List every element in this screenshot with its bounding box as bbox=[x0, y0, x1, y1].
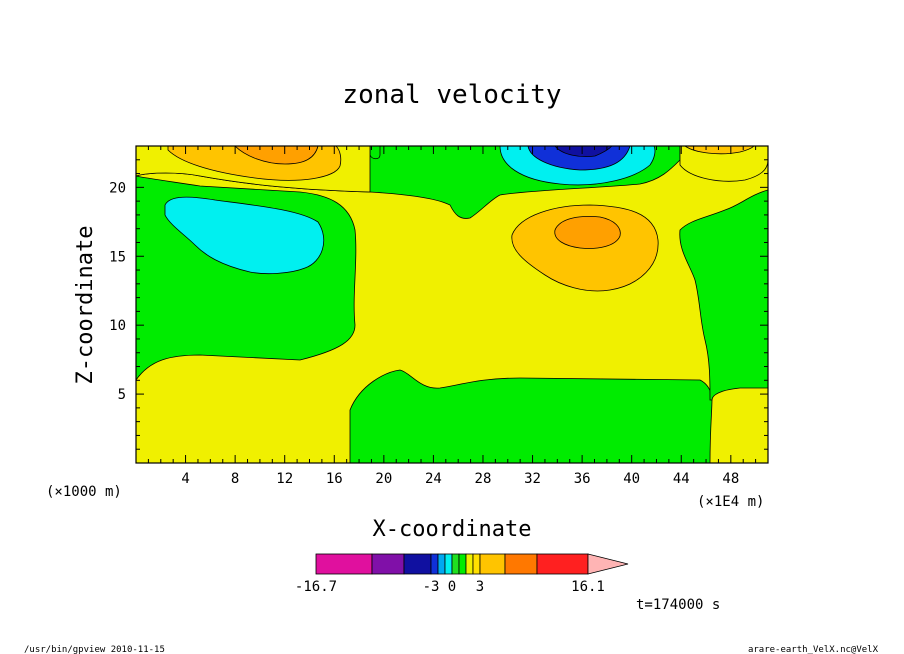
colorbar bbox=[315, 553, 629, 575]
x-unit-right: (×1E4 m) bbox=[697, 494, 764, 510]
x-tick-label: 32 bbox=[524, 471, 541, 487]
x-tick-label: 40 bbox=[623, 471, 640, 487]
colorbar-segment bbox=[472, 553, 481, 575]
colorbar-label-3: 3 bbox=[476, 579, 484, 595]
colorbar-segment bbox=[437, 553, 446, 575]
colorbar-label-max: 16.1 bbox=[571, 579, 605, 595]
orange-top-right bbox=[684, 146, 755, 155]
orange-core-center-right bbox=[554, 216, 621, 249]
y-axis-title: Z-coordinate bbox=[73, 226, 98, 385]
x-tick-label: 24 bbox=[425, 471, 442, 487]
x-tick-label: 8 bbox=[231, 471, 239, 487]
colorbar-labels: -16.7 -3 0 3 16.1 bbox=[295, 579, 605, 595]
y-tick-label: 5 bbox=[118, 387, 126, 403]
cyan-region-left bbox=[164, 196, 325, 275]
x-unit-left: (×1000 m) bbox=[46, 484, 122, 500]
footer-right: arare-earth_VelX.nc@VelX bbox=[748, 645, 879, 654]
colorbar-segment bbox=[371, 553, 405, 575]
colorbar-label-zero: 0 bbox=[448, 579, 456, 595]
contour-field bbox=[136, 146, 768, 463]
colorbar-segment bbox=[315, 553, 373, 575]
x-tick-label: 44 bbox=[673, 471, 690, 487]
x-tick-label: 20 bbox=[375, 471, 392, 487]
x-tick-label: 28 bbox=[475, 471, 492, 487]
x-tick-label: 12 bbox=[276, 471, 293, 487]
green-region-lower-center bbox=[349, 369, 713, 463]
colorbar-segment bbox=[403, 553, 432, 575]
x-tick-label: 4 bbox=[181, 471, 189, 487]
footer-left: /usr/bin/gpview 2010-11-15 bbox=[24, 645, 165, 654]
colorbar-label-neg3: -3 bbox=[423, 579, 440, 595]
y-tick-label: 10 bbox=[109, 318, 126, 334]
x-axis: 4 8 12 16 20 24 28 32 36 40 44 48 bbox=[147, 146, 757, 487]
plot-frame bbox=[135, 145, 769, 464]
colorbar-extension-triangle bbox=[587, 553, 629, 575]
y-axis: 5 10 15 20 bbox=[109, 145, 768, 450]
x-tick-label: 16 bbox=[326, 471, 343, 487]
blue-region-top-center bbox=[527, 146, 631, 171]
colorbar-segment bbox=[479, 553, 506, 575]
orange-core-top-left bbox=[234, 146, 319, 165]
colorbar-segment bbox=[444, 553, 453, 575]
time-label: t=174000 s bbox=[636, 597, 720, 613]
x-tick-label: 36 bbox=[574, 471, 591, 487]
colorbar-segment bbox=[465, 553, 474, 575]
y-tick-label: 15 bbox=[109, 249, 126, 265]
colorbar-segment bbox=[458, 553, 467, 575]
y-tick-label: 20 bbox=[109, 180, 126, 196]
x-axis-title: X-coordinate bbox=[373, 517, 532, 542]
colorbar-segment bbox=[504, 553, 538, 575]
colorbar-segment bbox=[536, 553, 589, 575]
chart-title: zonal velocity bbox=[342, 80, 561, 110]
x-tick-label: 48 bbox=[722, 471, 739, 487]
colorbar-segment bbox=[430, 553, 439, 575]
green-region-right bbox=[679, 189, 768, 401]
colorbar-segment bbox=[451, 553, 460, 575]
colorbar-label-min: -16.7 bbox=[295, 579, 337, 595]
